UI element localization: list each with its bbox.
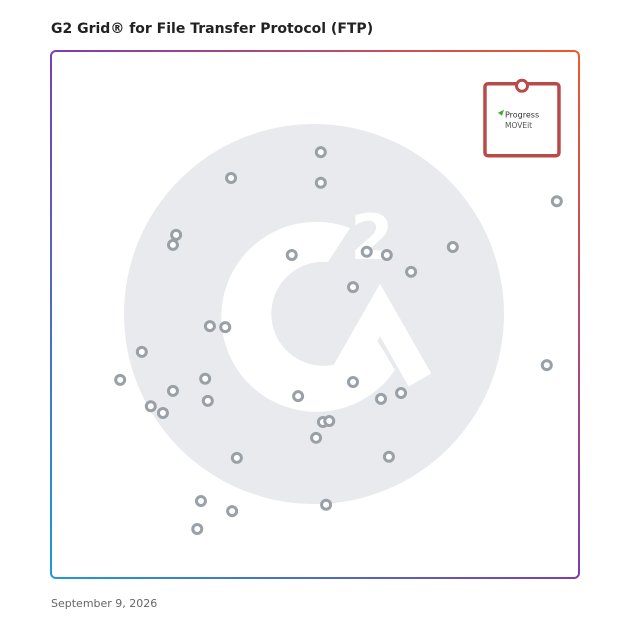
product-point	[144, 400, 157, 413]
product-point	[310, 431, 323, 444]
product-point	[320, 498, 333, 511]
product-point	[382, 450, 395, 463]
highlight-card	[483, 82, 561, 158]
brand-icon	[497, 109, 504, 116]
product-point	[199, 372, 212, 385]
product-point	[375, 392, 387, 405]
product-point	[540, 359, 553, 372]
product-point	[395, 387, 408, 400]
product-point	[230, 451, 243, 464]
product-point	[285, 248, 298, 261]
product-point	[191, 522, 204, 535]
product-point	[170, 228, 183, 241]
product-point	[135, 345, 148, 358]
product-point	[323, 414, 336, 427]
product-point	[156, 407, 169, 420]
product-point	[550, 195, 563, 208]
product-point	[347, 281, 360, 294]
footnote: September 9, 2026	[51, 597, 157, 610]
product-point	[219, 321, 232, 334]
product-point	[166, 238, 179, 251]
product-point	[446, 241, 459, 254]
product-point	[226, 505, 239, 518]
chart-title: G2 Grid® for File Transfer Protocol (FTP…	[51, 21, 373, 37]
product-point	[166, 384, 179, 397]
product-point	[360, 245, 373, 258]
product-point	[225, 172, 238, 185]
svg-text:2: 2	[350, 201, 393, 274]
brand-name: Progress	[505, 110, 539, 119]
product-point	[314, 146, 327, 159]
product-point	[203, 320, 216, 333]
product-point	[405, 265, 418, 278]
product-name: MOVEit	[505, 121, 532, 130]
product-point	[194, 495, 207, 508]
product-point	[292, 390, 305, 403]
product-point	[114, 373, 127, 386]
product-point	[201, 394, 214, 407]
product-point	[380, 248, 393, 261]
highlight-point	[514, 78, 529, 93]
product-point	[347, 375, 360, 388]
product-point	[314, 176, 327, 189]
